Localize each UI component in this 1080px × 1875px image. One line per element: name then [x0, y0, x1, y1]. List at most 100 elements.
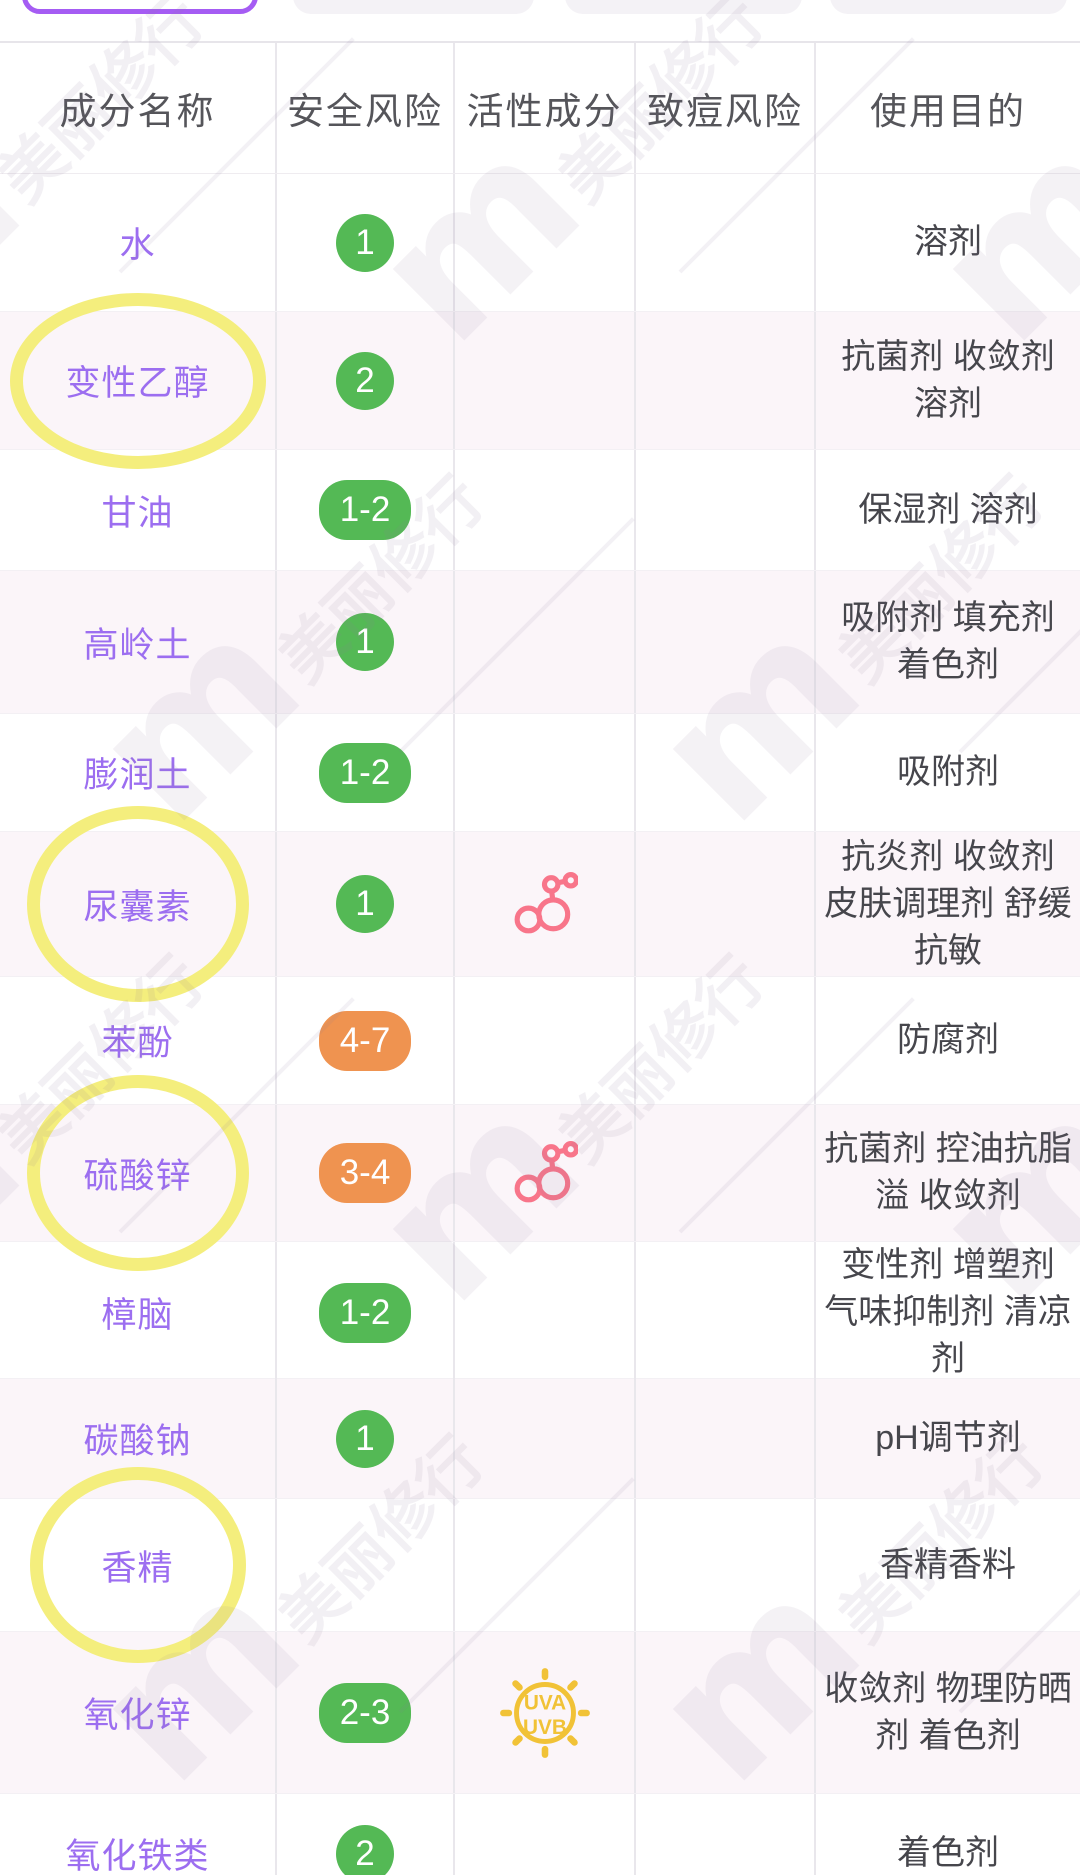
table-row[interactable]: 尿囊素 1: [0, 806, 1080, 1002]
filter-tabs-bar: [0, 0, 1080, 41]
molecule-icon: [512, 1140, 578, 1206]
risk-badge: 4-7: [319, 1010, 411, 1071]
risk-badge: 1-2: [319, 1282, 411, 1343]
tab-pill[interactable]: [565, 0, 802, 14]
table-row[interactable]: 樟脑 1-2: [0, 1242, 1080, 1383]
table-row[interactable]: 甘油 1-2: [0, 450, 1080, 571]
table-row[interactable]: 膨润土 1-2: [0, 714, 1080, 832]
safety-risk-cell: 1: [275, 832, 453, 976]
ingredient-name-link[interactable]: 膨润土: [83, 756, 192, 795]
acne-risk-cell: [634, 1105, 814, 1241]
ingredient-name-cell[interactable]: 高岭土: [0, 571, 275, 713]
table-row[interactable]: 高岭土 1: [0, 571, 1080, 714]
safety-risk-cell: 2-3: [275, 1632, 453, 1793]
ingredient-name-link[interactable]: 甘油: [101, 493, 174, 533]
usage-purpose-text: 吸附剂 填充剂 着色剂: [814, 571, 1080, 713]
ingredient-name-link[interactable]: 尿囊素: [83, 887, 192, 927]
usage-purpose-text: 抗炎剂 收敛剂 皮肤调理剂 舒缓抗敏: [814, 832, 1080, 976]
acne-risk-cell: [634, 1499, 814, 1631]
risk-badge: 1-2: [319, 480, 411, 540]
active-ingredient-cell: UVA UVB: [453, 1632, 634, 1793]
ingredient-name-link[interactable]: 水: [119, 226, 156, 265]
ingredient-name-cell[interactable]: 变性乙醇: [0, 292, 275, 469]
table-row[interactable]: 碳酸钠 1: [0, 1379, 1080, 1499]
ingredient-name-cell[interactable]: 苯酚: [0, 977, 275, 1104]
column-header-ingredient-name: 成分名称: [59, 91, 216, 132]
usage-purpose-text: 防腐剂: [814, 977, 1080, 1104]
molecule-icon: [512, 871, 578, 937]
active-ingredient-cell: [453, 1242, 634, 1383]
ingredient-name-cell[interactable]: 樟脑: [0, 1242, 275, 1383]
usage-purpose-text: 保湿剂 溶剂: [814, 450, 1080, 570]
risk-badge: 1: [336, 213, 394, 272]
ingredients-table: 成分名称 安全风险 活性成分 致痘风险 使用目的 水 1: [0, 41, 1080, 1875]
ingredient-name-link[interactable]: 氧化铁类: [65, 1837, 210, 1875]
risk-badge: 2: [336, 1824, 394, 1875]
ingredient-name-link[interactable]: 碳酸钠: [83, 1422, 192, 1461]
ingredient-name-cell[interactable]: 甘油: [0, 450, 275, 570]
tab-pill[interactable]: [293, 0, 534, 14]
usage-purpose-text: 变性剂 增塑剂 气味抑制剂 清凉剂: [814, 1242, 1080, 1383]
svg-text:UVB: UVB: [523, 1715, 567, 1738]
safety-risk-cell: 3-4: [275, 1105, 453, 1241]
safety-risk-cell: 1-2: [275, 1242, 453, 1383]
ingredient-name-link[interactable]: 氧化锌: [83, 1696, 192, 1735]
table-row[interactable]: 氧化铁类 2: [0, 1794, 1080, 1875]
ingredient-name-link[interactable]: 硫酸锌: [83, 1156, 192, 1196]
ingredient-name-link[interactable]: 樟脑: [101, 1296, 174, 1335]
usage-purpose-text: 收敛剂 物理防晒剂 着色剂: [814, 1632, 1080, 1793]
table-row[interactable]: 硫酸锌 3-4: [0, 1075, 1080, 1271]
active-ingredient-cell: [453, 450, 634, 570]
acne-risk-cell: [634, 832, 814, 976]
acne-risk-cell: [634, 1242, 814, 1383]
ingredient-name-cell[interactable]: 氧化锌: [0, 1632, 275, 1793]
acne-risk-cell: [634, 1379, 814, 1498]
ingredient-name-link[interactable]: 变性乙醇: [65, 364, 210, 403]
risk-badge: 2: [336, 351, 394, 410]
usage-purpose-text: 着色剂: [814, 1794, 1080, 1875]
ingredient-name-cell[interactable]: 碳酸钠: [0, 1379, 275, 1498]
safety-risk-cell: 1: [275, 571, 453, 713]
ingredient-name-cell[interactable]: 膨润土: [0, 714, 275, 831]
ingredient-name-cell[interactable]: 香精: [0, 1467, 275, 1663]
usage-purpose-text: 吸附剂: [814, 714, 1080, 831]
table-header-row: 成分名称 安全风险 活性成分 致痘风险 使用目的: [0, 43, 1080, 174]
table-row[interactable]: 变性乙醇 2: [0, 292, 1080, 469]
usage-purpose-text: 抗菌剂 收敛剂 溶剂: [814, 312, 1080, 449]
table-row[interactable]: 氧化锌 2-3: [0, 1632, 1080, 1794]
active-ingredient-cell: [453, 571, 634, 713]
usage-purpose-text: 抗菌剂 控油抗脂溢 收敛剂: [814, 1105, 1080, 1241]
table-row[interactable]: 苯酚 4-7: [0, 977, 1080, 1105]
ingredient-name-link[interactable]: 高岭土: [83, 625, 192, 665]
table-row[interactable]: 水 1: [0, 174, 1080, 312]
safety-risk-cell: 1: [275, 174, 453, 311]
ingredient-name-link[interactable]: 苯酚: [101, 1024, 174, 1063]
risk-badge: 1-2: [319, 742, 411, 803]
acne-risk-cell: [634, 714, 814, 831]
safety-risk-cell: 1: [275, 1379, 453, 1498]
ingredient-name-cell[interactable]: 水: [0, 174, 275, 311]
safety-risk-cell: 2: [275, 312, 453, 449]
column-header-usage-purpose: 使用目的: [814, 43, 1080, 173]
tab-pill[interactable]: [830, 0, 1067, 14]
svg-text:UVA: UVA: [523, 1691, 565, 1714]
table-row[interactable]: 香精: [0, 1467, 1080, 1663]
active-ingredient-cell: [453, 1794, 634, 1875]
column-header-acne-risk: 致痘风险: [634, 43, 814, 173]
active-ingredient-cell: [453, 1105, 634, 1241]
risk-badge: 1: [336, 875, 394, 933]
ingredient-name-link[interactable]: 香精: [101, 1548, 174, 1588]
safety-risk-cell: 4-7: [275, 977, 453, 1104]
acne-risk-cell: [634, 977, 814, 1104]
active-ingredient-cell: [453, 1499, 634, 1631]
acne-risk-cell: [634, 450, 814, 570]
active-ingredient-cell: [453, 977, 634, 1104]
acne-risk-cell: [634, 1794, 814, 1875]
table-body: 水 1: [0, 174, 1080, 1875]
risk-badge: 1: [336, 613, 394, 671]
ingredient-name-cell[interactable]: 尿囊素: [0, 806, 275, 1002]
ingredient-name-cell[interactable]: 氧化铁类: [0, 1794, 275, 1875]
acne-risk-cell: [634, 1632, 814, 1793]
ingredient-name-cell[interactable]: 硫酸锌: [0, 1075, 275, 1271]
tab-pill-selected[interactable]: [22, 0, 258, 14]
